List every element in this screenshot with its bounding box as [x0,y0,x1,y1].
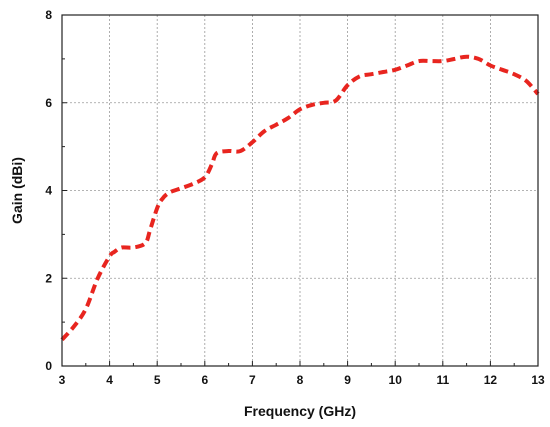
x-tick-label: 5 [154,373,161,387]
x-axis-title: Frequency (GHz) [244,403,356,419]
y-tick-label: 6 [45,96,52,110]
x-tick-label: 10 [389,373,403,387]
x-tick-label: 12 [484,373,498,387]
y-tick-label: 4 [45,184,52,198]
x-tick-label: 7 [249,373,256,387]
y-axis-title: Gain (dBi) [9,157,25,224]
y-tick-label: 2 [45,271,52,285]
x-tick-label: 11 [436,373,449,387]
axis-ticks [61,14,539,367]
y-tick-label: 8 [45,8,52,22]
x-tick-label: 13 [531,373,545,387]
x-tick-label: 3 [59,373,66,387]
series-layer [60,54,540,342]
x-tick-label: 9 [344,373,351,387]
gain-series-line [60,54,540,342]
x-tick-label: 4 [106,373,113,387]
tick-labels: 3 4 5 6 7 8 9 10 11 12 13 0 2 4 6 8 [45,8,545,387]
x-tick-label: 6 [201,373,208,387]
x-tick-label: 8 [297,373,304,387]
grid-lines [62,15,538,366]
y-tick-label: 0 [45,359,52,373]
